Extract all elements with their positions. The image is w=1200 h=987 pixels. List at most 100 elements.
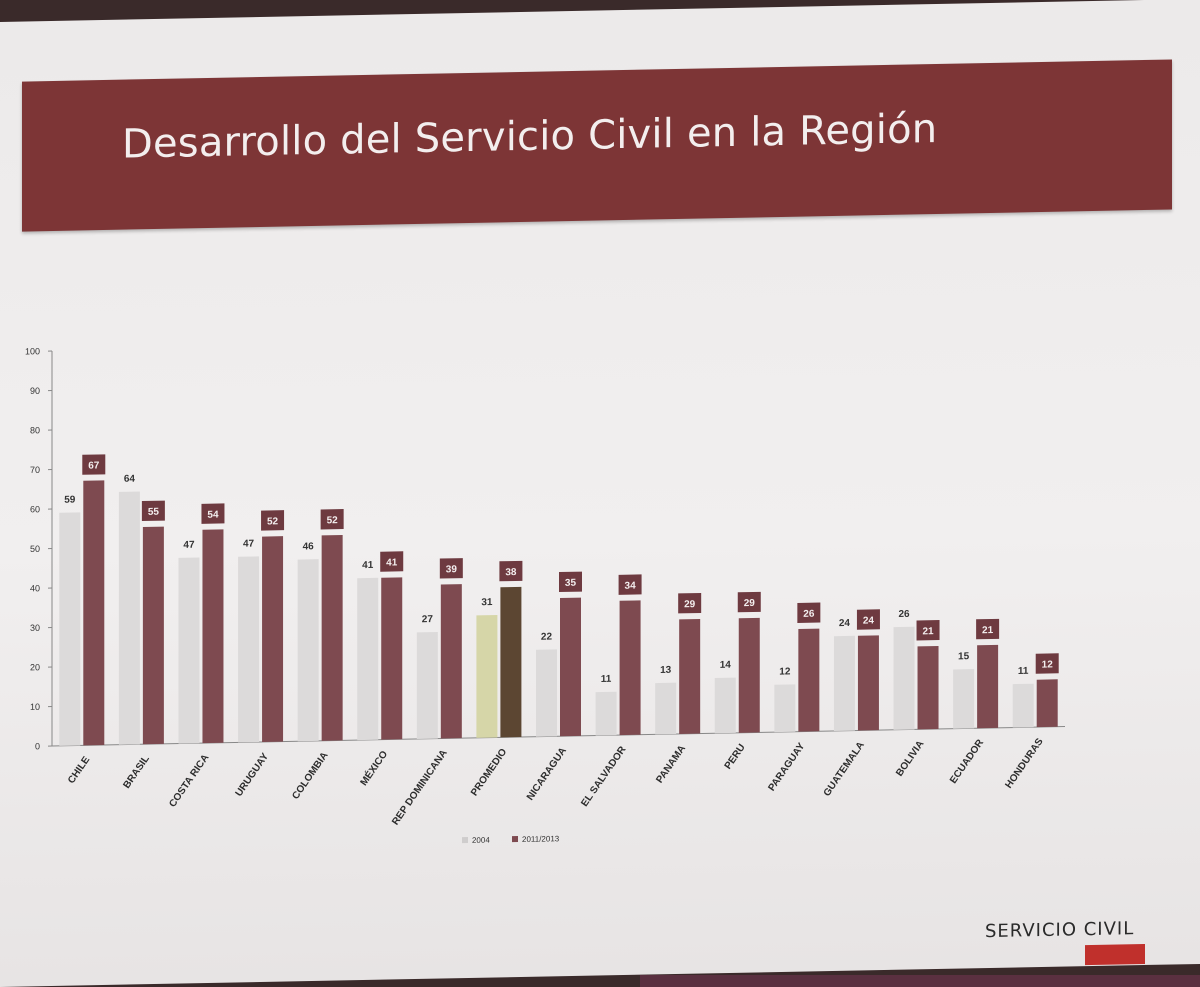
data-label-2011: 29 bbox=[684, 599, 696, 610]
data-label-box bbox=[916, 620, 940, 641]
slide-title: Desarrollo del Servicio Civil en la Regi… bbox=[122, 106, 938, 168]
legend-label: 2004 bbox=[472, 836, 490, 845]
bar-2004 bbox=[238, 556, 260, 743]
bar-2004 bbox=[774, 684, 796, 733]
x-category-label: CHILE bbox=[66, 755, 92, 786]
data-label-2004: 12 bbox=[779, 666, 791, 677]
brand-text: SERVICIO CIVIL bbox=[985, 918, 1135, 943]
data-label-2011: 24 bbox=[863, 615, 875, 626]
data-label-2004: 11 bbox=[601, 674, 612, 685]
legend-label: 2011/2013 bbox=[522, 834, 560, 844]
bar-2011-2013 bbox=[142, 526, 164, 745]
bar-2004 bbox=[1012, 683, 1034, 728]
bar-2004 bbox=[59, 512, 81, 746]
data-label-2011: 38 bbox=[505, 567, 517, 578]
bar-2004 bbox=[416, 631, 438, 739]
bar-2004 bbox=[476, 614, 498, 738]
x-category-label: EL SALVADOR bbox=[579, 744, 629, 809]
y-tick-label: 70 bbox=[30, 465, 40, 475]
data-label-box bbox=[380, 551, 404, 572]
data-label-2011: 55 bbox=[148, 507, 160, 518]
bar-2004 bbox=[833, 635, 855, 731]
x-category-label: GUATEMALA bbox=[822, 740, 867, 799]
data-label-2011: 26 bbox=[803, 609, 815, 620]
bar-2004 bbox=[714, 677, 736, 734]
next-slide-edge bbox=[640, 975, 1200, 987]
x-category-label: REP DOMINICANA bbox=[390, 748, 450, 827]
y-tick-label: 10 bbox=[30, 702, 40, 712]
bar-2011-2013 bbox=[738, 617, 760, 733]
data-label-box bbox=[261, 510, 285, 531]
data-label-box bbox=[439, 558, 463, 579]
data-label-2004: 47 bbox=[183, 540, 195, 551]
x-category-label: URUGUAY bbox=[234, 751, 272, 799]
data-label-box bbox=[82, 454, 106, 475]
data-label-2011: 12 bbox=[1042, 659, 1054, 670]
bar-2011-2013 bbox=[440, 584, 462, 739]
data-label-2004: 13 bbox=[660, 665, 672, 676]
bar-2011-2013 bbox=[202, 529, 224, 744]
data-label-2011: 54 bbox=[207, 509, 219, 520]
data-label-2011: 52 bbox=[327, 515, 339, 526]
data-label-box bbox=[976, 618, 1000, 640]
data-label-box bbox=[737, 591, 761, 613]
y-tick-label: 0 bbox=[35, 741, 40, 751]
data-label-2004: 22 bbox=[541, 631, 553, 642]
y-tick-label: 40 bbox=[30, 583, 40, 593]
x-category-label: PANAMA bbox=[654, 743, 688, 785]
x-category-label: BOLIVIA bbox=[894, 739, 926, 779]
bar-2004 bbox=[178, 557, 200, 744]
bar-2011-2013 bbox=[560, 597, 581, 737]
bar-2004 bbox=[655, 682, 677, 735]
data-label-box bbox=[559, 571, 582, 593]
data-label-box bbox=[618, 574, 642, 595]
data-label-2004: 15 bbox=[958, 651, 970, 662]
bar-2011-2013 bbox=[83, 480, 105, 746]
y-tick-label: 60 bbox=[30, 504, 40, 514]
data-label-box bbox=[201, 503, 225, 524]
data-label-2004: 59 bbox=[64, 494, 76, 505]
bar-2004 bbox=[357, 577, 379, 741]
title-banner: Desarrollo del Servicio Civil en la Regi… bbox=[22, 59, 1172, 232]
data-label-2004: 11 bbox=[1018, 666, 1029, 677]
bar-2004 bbox=[953, 669, 975, 729]
data-label-2011: 35 bbox=[565, 578, 577, 589]
y-tick-label: 100 bbox=[25, 346, 40, 356]
bar-2011-2013 bbox=[321, 535, 343, 741]
data-label-box bbox=[320, 509, 344, 530]
data-label-2011: 41 bbox=[386, 557, 398, 568]
bar-2011-2013 bbox=[381, 577, 403, 740]
bar-2004 bbox=[118, 491, 140, 745]
data-label-box bbox=[856, 609, 880, 630]
bar-2011-2013 bbox=[1036, 679, 1058, 728]
bar-2011-2013 bbox=[619, 600, 641, 736]
bar-2011-2013 bbox=[500, 586, 522, 738]
x-category-label: BRASIL bbox=[121, 754, 151, 791]
bar-chart: 0 10 20 30 40 50 60 70 80 90 100 59 67 CHILE 64 55 BRASI… bbox=[25, 346, 1065, 845]
bar-2004 bbox=[297, 559, 319, 742]
data-label-box bbox=[678, 592, 702, 614]
x-category-label: ECUADOR bbox=[948, 737, 986, 786]
bar-2011-2013 bbox=[679, 619, 701, 734]
data-label-2011: 52 bbox=[267, 516, 279, 527]
y-tick-label: 30 bbox=[30, 623, 40, 633]
y-tick-label: 90 bbox=[30, 386, 40, 396]
bar-2011-2013 bbox=[262, 536, 284, 742]
y-tick-label: 80 bbox=[30, 425, 40, 435]
data-label-box bbox=[1035, 653, 1059, 674]
data-label-2011: 34 bbox=[625, 580, 637, 591]
data-label-2011: 21 bbox=[922, 626, 934, 637]
bar-2004 bbox=[893, 626, 915, 730]
legend-swatch bbox=[462, 837, 468, 844]
data-label-2004: 31 bbox=[481, 597, 493, 608]
x-category-label: PARAGUAY bbox=[766, 741, 807, 794]
data-label-2011: 29 bbox=[744, 598, 756, 609]
data-label-box bbox=[797, 602, 821, 623]
data-label-2004: 41 bbox=[362, 560, 374, 571]
legend-swatch bbox=[512, 836, 518, 843]
x-category-label: COSTA RICA bbox=[167, 753, 211, 810]
x-category-label: NICARAGUA bbox=[525, 746, 569, 803]
x-category-label: PERU bbox=[723, 742, 748, 771]
data-label-2011: 21 bbox=[982, 625, 994, 636]
